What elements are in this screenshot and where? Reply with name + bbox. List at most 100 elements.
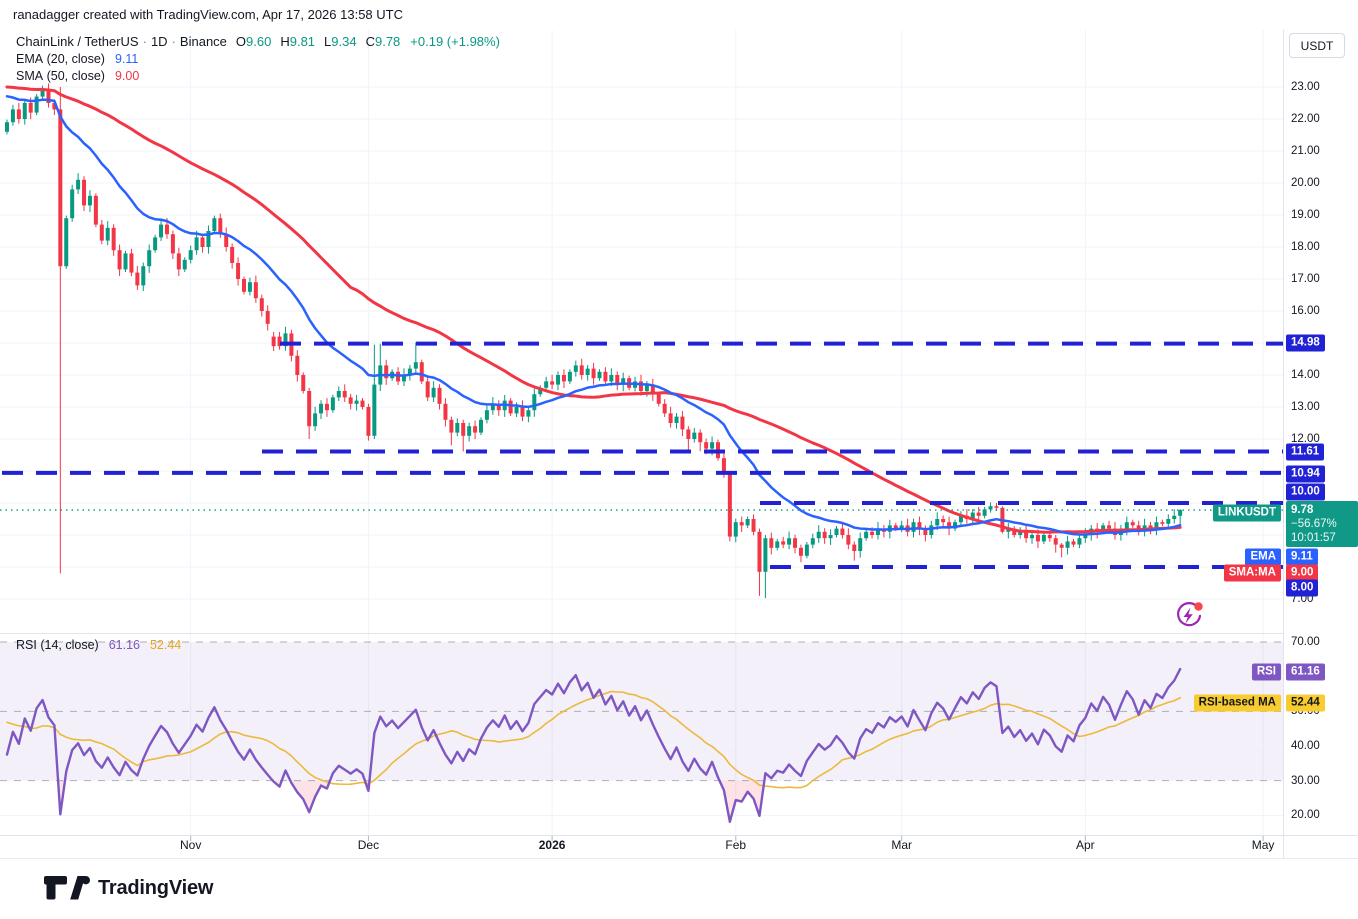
candle-body: [1172, 515, 1177, 519]
price-axis-label: 20.00: [1291, 177, 1320, 189]
time-axis-label[interactable]: Dec: [357, 838, 380, 852]
candle-body: [870, 531, 875, 535]
candle-body: [769, 538, 774, 548]
rsi-params: (14, close): [40, 638, 99, 652]
candle-body: [514, 407, 519, 414]
candle-body: [1041, 535, 1046, 542]
time-axis-label[interactable]: Feb: [725, 838, 747, 852]
time-axis-label[interactable]: Apr: [1076, 838, 1095, 852]
price-line-badge[interactable]: 9.11: [1286, 548, 1318, 566]
time-axis-label[interactable]: May: [1251, 838, 1275, 852]
candle-body: [1124, 522, 1129, 529]
ema-legend[interactable]: EMA (20, close) 9.11: [16, 52, 138, 66]
sma-value: 9.00: [114, 69, 140, 83]
candle-body: [52, 103, 57, 110]
candle-body: [182, 259, 187, 270]
symbol-tag: LINKUSDT: [1212, 504, 1281, 522]
price-axis-border: [1283, 30, 1284, 858]
low-label: L: [324, 34, 332, 49]
candle-body: [147, 250, 152, 267]
candle-body: [875, 528, 880, 535]
candle-body: [1053, 538, 1058, 545]
candle-body: [401, 375, 406, 382]
candle-body: [34, 96, 39, 113]
sma-50-line: [5, 85, 1182, 534]
candle-body: [461, 423, 466, 436]
events-lightning-icon[interactable]: [1171, 598, 1205, 632]
candle-body: [455, 423, 460, 433]
candle-body: [1030, 535, 1035, 539]
candle-body: [194, 237, 199, 251]
candle-body: [899, 525, 904, 529]
price-axis-label: 21.00: [1291, 145, 1320, 157]
time-axis-border: [0, 835, 1358, 836]
candle-body: [484, 410, 489, 420]
candle-body: [1154, 522, 1159, 529]
close-value: 9.78: [374, 34, 401, 49]
price-line-badge[interactable]: 9.00: [1286, 564, 1319, 582]
candle-body: [864, 531, 869, 539]
separator: ·: [171, 34, 176, 49]
open-value: 9.60: [246, 34, 272, 49]
exchange: Binance: [179, 34, 227, 49]
tradingview-logo[interactable]: TradingView: [44, 875, 213, 902]
rsi-badge[interactable]: 61.16: [1286, 663, 1325, 681]
candle-body: [816, 531, 821, 539]
events-ring: [1177, 602, 1202, 627]
candlestick-series: [5, 83, 1183, 599]
candle-body: [982, 509, 987, 516]
candle-body: [1160, 522, 1165, 524]
candle-body: [852, 544, 857, 551]
low-value: 9.34: [331, 34, 357, 49]
price-line-badge[interactable]: 10.94: [1286, 465, 1325, 483]
candle-body: [1166, 519, 1171, 524]
candle-body: [188, 250, 193, 260]
candle-body: [556, 375, 561, 385]
candle-body: [585, 368, 590, 375]
candle-body: [561, 375, 566, 382]
candle-body: [76, 179, 81, 190]
ema-params: (20, close): [46, 52, 105, 66]
rsi-badge-tag: RSI-based MA: [1193, 694, 1281, 712]
candle-body: [99, 224, 104, 241]
time-axis-label[interactable]: Nov: [180, 838, 202, 852]
candle-body: [372, 384, 377, 436]
candle-body: [532, 394, 537, 411]
candle-body: [538, 387, 543, 395]
candle-body: [1059, 544, 1064, 548]
candle-body: [674, 416, 679, 423]
candle-body: [342, 391, 347, 398]
candle-body: [277, 336, 282, 347]
pane-separator[interactable]: [0, 633, 1284, 634]
candle-body: [1148, 525, 1153, 529]
candle-body: [443, 403, 448, 420]
time-axis-label[interactable]: 2026: [538, 838, 566, 852]
candle-body: [810, 538, 815, 545]
candle-body: [923, 528, 928, 535]
timeframe[interactable]: 1D: [150, 34, 168, 49]
price-line-badge[interactable]: 10.00: [1286, 483, 1325, 501]
candle-body: [621, 378, 626, 385]
candle-body: [579, 365, 584, 375]
candle-body: [253, 282, 258, 299]
candle-body: [763, 538, 768, 572]
rsi-oversold-fill: [719, 780, 765, 822]
price-line-badge[interactable]: 11.61: [1286, 443, 1325, 461]
symbol-legend[interactable]: ChainLink / TetherUS · 1D · Binance O9.60 H9.8…: [16, 34, 500, 49]
candle-body: [176, 253, 181, 270]
candle-body: [437, 387, 442, 404]
price-line-badge[interactable]: 8.00: [1286, 579, 1319, 597]
candle-body: [295, 355, 300, 375]
currency-toggle-button[interactable]: USDT: [1289, 33, 1345, 58]
price-line-badge-tag: EMA: [1245, 548, 1281, 566]
symbol-price-badge[interactable]: 9.78 −56.67% 10:01:57: [1286, 501, 1358, 547]
price-axis-label: 19.00: [1291, 209, 1320, 221]
candle-body: [775, 541, 780, 548]
sma-legend[interactable]: SMA (50, close) 9.00: [16, 69, 139, 83]
rsi-legend[interactable]: RSI (14, close) 61.16 52.44: [16, 638, 181, 652]
rsi-badge[interactable]: 52.44: [1286, 694, 1325, 712]
time-axis-label[interactable]: Mar: [891, 838, 913, 852]
price-line-badge[interactable]: 14.98: [1286, 334, 1325, 352]
candle-body: [550, 381, 555, 385]
